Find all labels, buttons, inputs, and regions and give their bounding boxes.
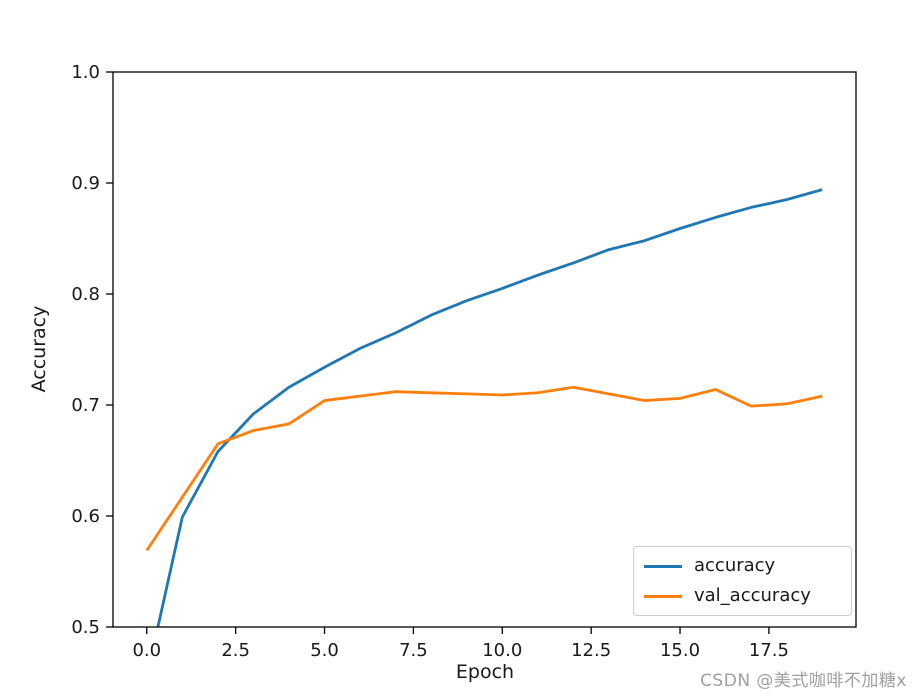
csdn-watermark: CSDN @美式咖啡不加糖x [700,671,907,691]
x-tick-label: 10.0 [482,640,522,661]
val_accuracy-line [145,385,823,552]
y-tick-label: 0.9 [71,173,100,194]
x-tick-label: 7.5 [399,640,428,661]
y-axis-label: Accuracy [28,306,50,393]
y-tick-label: 0.5 [71,617,100,638]
x-tick-label: 2.5 [221,640,250,661]
legend-item-val-accuracy: val_accuracy [644,584,841,608]
val-accuracy-line-swatch [644,594,682,598]
y-tick-label: 0.7 [71,395,100,416]
x-tick-label: 15.0 [660,640,700,661]
legend-label-val-accuracy: val_accuracy [694,585,811,606]
legend: accuracy val_accuracy [633,546,852,616]
x-tick-label: 17.5 [749,640,789,661]
y-tick-label: 1.0 [71,62,100,83]
x-axis-label: Epoch [0,661,924,683]
x-tick-label: 12.5 [571,640,611,661]
x-axis-label-text: Epoch [455,661,515,683]
axes-spines [112,71,857,628]
legend-item-accuracy: accuracy [644,554,841,578]
y-tick-label: 0.6 [71,506,100,527]
x-tick-label: 0.0 [132,640,161,661]
y-axis-label-text: Accuracy [28,305,50,393]
y-tick-label: 0.8 [71,284,100,305]
accuracy-line [156,188,823,627]
legend-label-accuracy: accuracy [694,555,776,576]
x-tick-label: 5.0 [310,640,339,661]
accuracy-line-swatch [644,564,682,568]
